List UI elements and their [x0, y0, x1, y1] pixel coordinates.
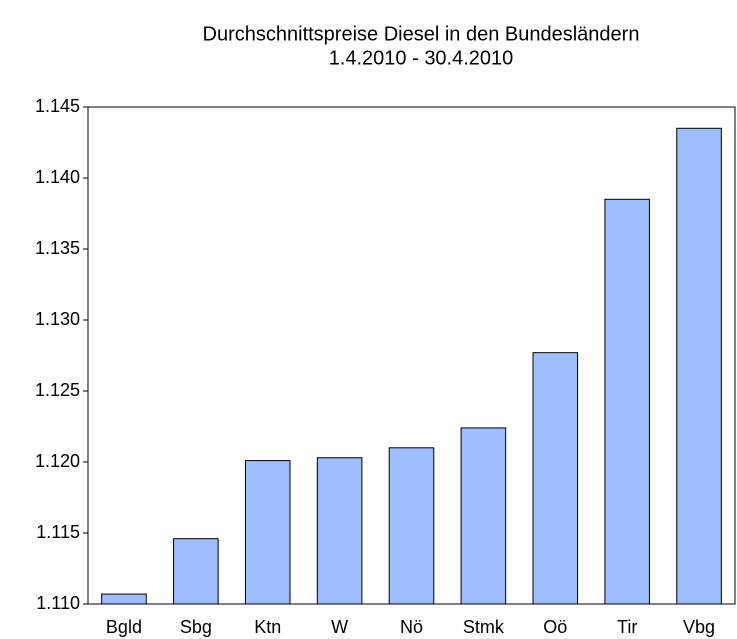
y-tick-label: 1.130 — [35, 309, 80, 329]
x-tick-label: Vbg — [683, 617, 715, 637]
x-tick-label: Ktn — [254, 617, 281, 637]
y-tick-label: 1.140 — [35, 167, 80, 187]
x-tick-label: Oö — [543, 617, 567, 637]
bar — [388, 447, 435, 605]
x-tick-label: Nö — [400, 617, 423, 637]
bar — [532, 352, 579, 605]
chart-subtitle: 1.4.2010 - 30.4.2010 — [329, 47, 514, 69]
x-tick-label: Stmk — [463, 617, 505, 637]
y-tick-label: 1.110 — [36, 593, 80, 613]
y-tick-label: 1.120 — [35, 451, 80, 471]
bar — [244, 460, 291, 605]
y-tick-label: 1.145 — [35, 96, 80, 116]
x-tick-label: W — [331, 617, 348, 637]
x-tick-label: Sbg — [180, 617, 212, 637]
x-tick-label: Tir — [617, 617, 637, 637]
y-tick-label: 1.115 — [36, 522, 80, 542]
chart-title: Durchschnittspreise Diesel in den Bundes… — [203, 23, 640, 45]
bar — [460, 427, 507, 605]
bar — [604, 198, 650, 605]
y-tick-label: 1.125 — [35, 380, 80, 400]
y-tick-label: 1.135 — [35, 238, 80, 258]
bar — [676, 127, 722, 605]
bar — [316, 457, 363, 605]
plot-frame — [87, 106, 736, 605]
bar — [173, 538, 219, 605]
x-tick-label: Bgld — [106, 617, 142, 637]
bar — [101, 593, 147, 605]
